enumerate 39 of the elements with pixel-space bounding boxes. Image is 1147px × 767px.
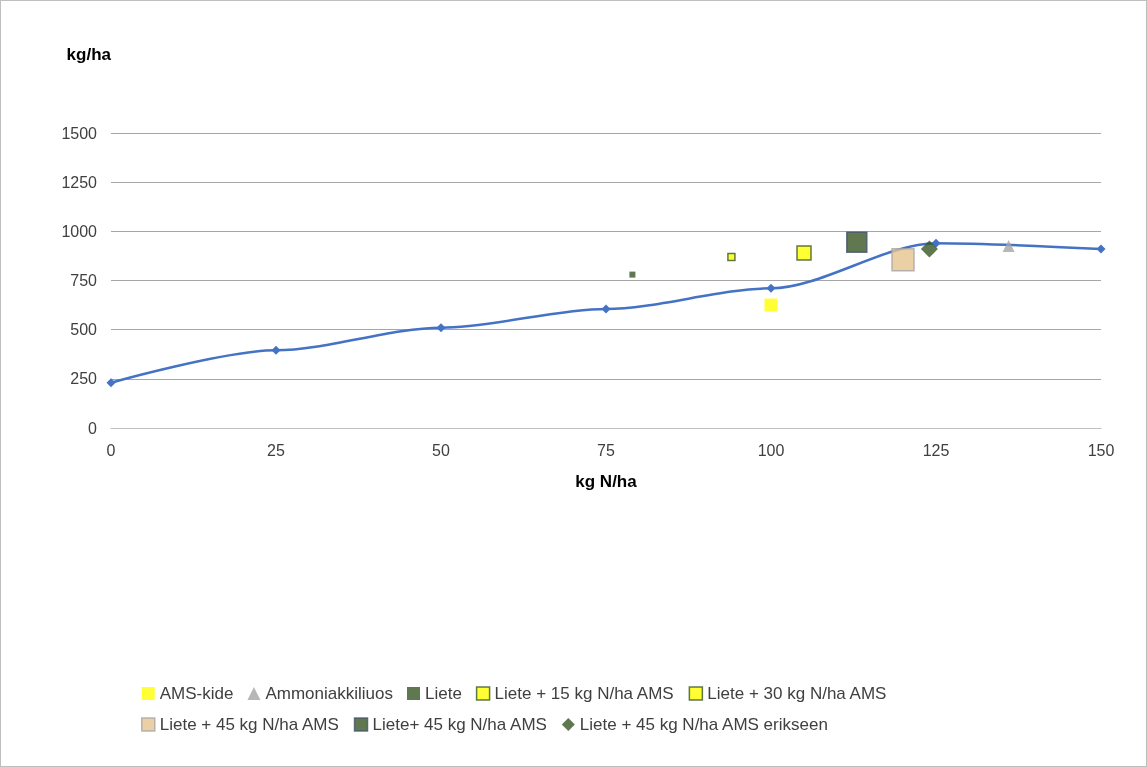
- point: [846, 231, 868, 253]
- y-tick-label: 250: [70, 370, 98, 388]
- y-tick-label: 500: [70, 321, 98, 339]
- x-tick-label: 50: [432, 441, 450, 459]
- legend-label: Liete: [424, 684, 462, 703]
- y-tick-label: 1250: [61, 173, 98, 191]
- y-tick-label: 1500: [61, 124, 98, 142]
- point: [1002, 240, 1015, 253]
- legend-label: Liete+ 45 kg N/ha AMS: [372, 715, 547, 734]
- legend-label: Liete + 30 kg N/ha AMS: [707, 684, 887, 703]
- y-tick-label: 0: [88, 419, 98, 437]
- legend-label: Ammoniakkiliuos: [265, 684, 393, 703]
- point: [796, 245, 812, 261]
- legend-label: AMS-kide: [159, 684, 234, 703]
- legend-label: Liete + 15 kg N/ha AMS: [494, 684, 674, 703]
- legend-label: Liete + 45 kg N/ha AMS: [159, 715, 339, 734]
- point: [764, 298, 778, 312]
- x-tick-label: 0: [106, 441, 116, 459]
- y-tick-label: 1000: [61, 222, 98, 240]
- x-tick-label: 75: [597, 441, 615, 459]
- x-axis-title: kg N/ha: [575, 472, 638, 491]
- x-tick-label: 25: [267, 441, 285, 459]
- point: [766, 283, 776, 293]
- point: [1096, 244, 1106, 254]
- y-axis-title: kg/ha: [66, 45, 112, 64]
- point: [436, 323, 446, 333]
- point: [931, 238, 941, 248]
- x-tick-label: 150: [1087, 441, 1115, 459]
- point: [920, 240, 938, 258]
- point: [601, 304, 611, 314]
- point: [727, 252, 736, 262]
- legend-label: Liete + 45 kg N/ha AMS erikseen: [579, 715, 828, 734]
- y-tick-label: 750: [70, 272, 98, 289]
- point: [891, 248, 915, 272]
- point: [629, 271, 636, 278]
- x-tick-label: 100: [757, 441, 785, 459]
- point: [271, 345, 281, 355]
- point: [106, 378, 116, 388]
- x-tick-label: 125: [922, 441, 950, 459]
